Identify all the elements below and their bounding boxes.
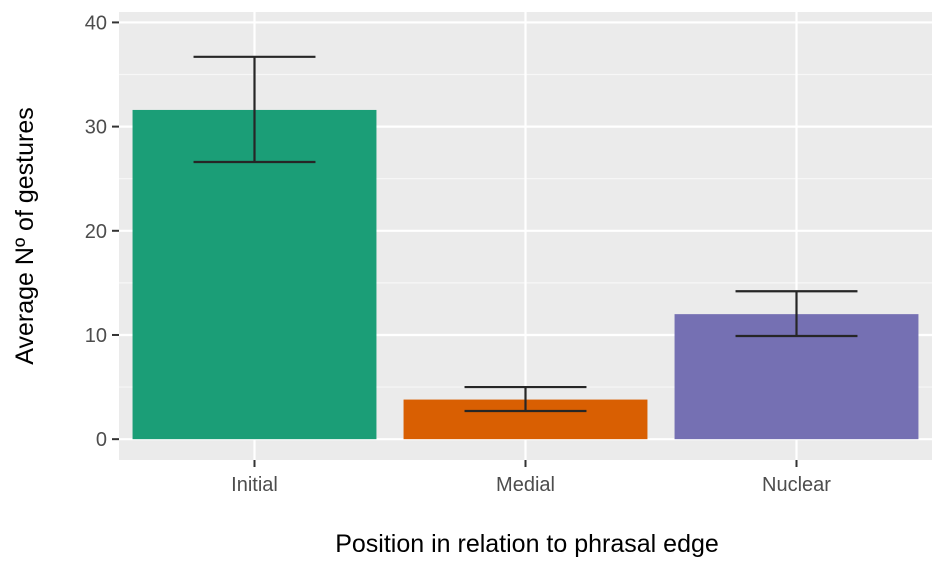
- x-axis: Initial Medial Nuclear: [231, 460, 831, 496]
- x-tick-label: Initial: [231, 474, 278, 496]
- error-bar-initial: [193, 55, 316, 164]
- y-tick-label: 30: [85, 117, 107, 139]
- bar-initial: [132, 109, 377, 440]
- y-tick-label: 0: [96, 429, 107, 451]
- x-axis-title: Position in relation to phrasal edge: [335, 530, 719, 558]
- y-tick-label: 40: [85, 12, 107, 34]
- x-tick-label: Medial: [496, 474, 555, 496]
- error-bar-medial: [464, 385, 587, 413]
- y-axis: 0 10 20 30 40: [85, 12, 119, 451]
- error-bars: [193, 55, 858, 413]
- y-tick-label: 10: [85, 325, 107, 347]
- y-axis-title: Average Nº of gestures: [11, 107, 39, 364]
- error-bar-nuclear: [735, 290, 858, 338]
- bars: [132, 109, 919, 440]
- y-tick-label: 20: [85, 221, 107, 243]
- x-tick-label: Nuclear: [762, 474, 831, 496]
